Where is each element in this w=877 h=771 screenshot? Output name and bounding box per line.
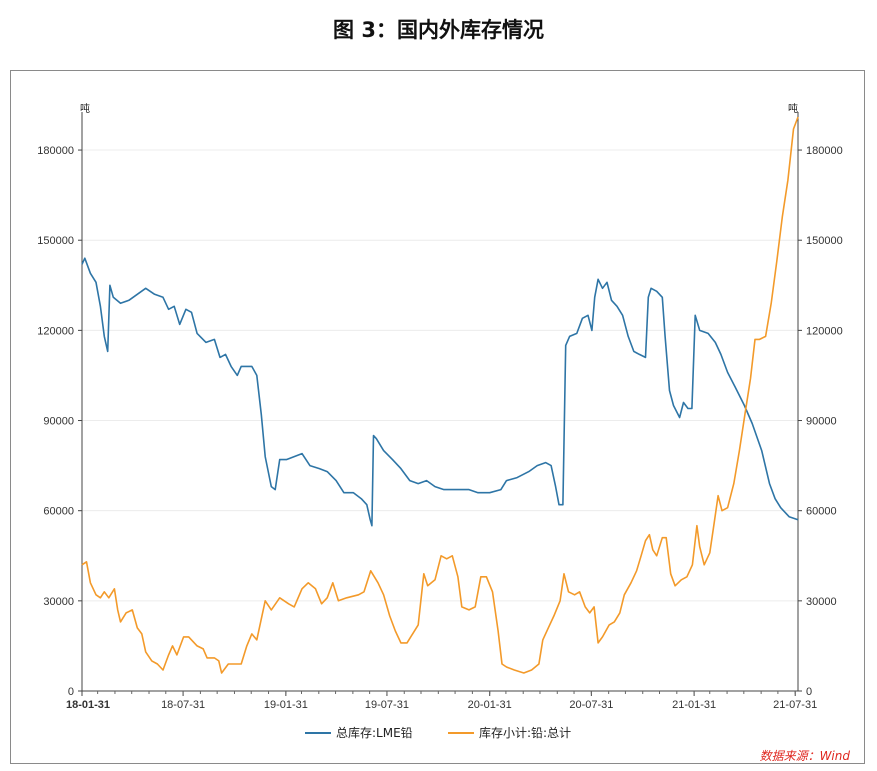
left-tick-label: 30000 [43,596,74,608]
right-tick-label: 120000 [806,325,843,337]
x-tick-label: 20-07-31 [569,699,613,711]
source-note: 数据来源：Wind [760,749,851,763]
left-tick-label: 60000 [43,506,74,518]
figure-title: 图 3：国内外库存情况 [333,18,544,42]
x-tick-label: 19-01-31 [264,699,308,711]
left-tick-label: 120000 [37,325,74,337]
domestic-lead-stock-line [81,116,799,674]
right-tick-label: 150000 [806,235,843,247]
gridlines [82,149,798,602]
x-tick-label: 21-01-31 [672,699,716,711]
right-tick-label: 0 [806,686,812,698]
right-tick-label: 90000 [806,416,837,428]
right-tick-label: 180000 [806,145,843,157]
legend-label: 总库存:LME铅 [336,725,413,740]
left-tick-label: 150000 [37,235,74,247]
x-tick-label: 21-07-31 [773,699,817,711]
x-tick-label: 18-01-31 [66,699,110,711]
left-tick-label: 90000 [43,416,74,428]
axes: 0 0 30000 30000 60000 60000 90000 90000 120000 12… [37,112,843,711]
left-axis-unit: 吨 [80,102,90,115]
left-tick-label: 180000 [37,145,74,157]
legend: 总库存:LME铅 库存小计:铅:总计 [305,725,571,740]
x-tick-label: 20-01-31 [468,699,512,711]
right-tick-label: 60000 [806,506,837,518]
series-group [81,116,799,674]
legend-label: 库存小计:铅:总计 [479,725,571,740]
right-axis-unit: 吨 [788,102,798,115]
right-tick-label: 30000 [806,596,837,608]
x-tick-label: 19-07-31 [365,699,409,711]
x-tick-label: 18-07-31 [161,699,205,711]
chart-frame [10,70,865,764]
left-tick-label: 0 [68,686,74,698]
lme-lead-stock-line [81,257,799,527]
